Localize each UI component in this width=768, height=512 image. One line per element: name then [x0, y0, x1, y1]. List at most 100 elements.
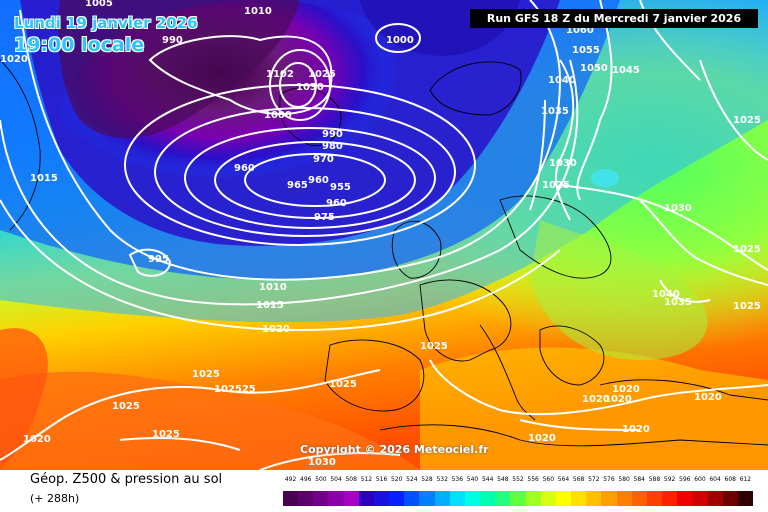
isobar-label: 1030 [308, 457, 336, 468]
isobar-label: 1005 [85, 0, 113, 9]
scale-value-label: 592 [663, 476, 676, 483]
scale-color-cell [601, 491, 618, 506]
scale-value-label: 556 [527, 476, 539, 483]
scale-value-label: 612 [739, 476, 752, 483]
isobar-1020-s [429, 359, 768, 416]
isobar-label: 990 [162, 35, 183, 46]
field-orange-sw [0, 371, 420, 470]
isobar-1035-east [659, 279, 711, 303]
scale-color-cell [540, 491, 557, 506]
isobar-label: 960 [234, 163, 255, 174]
isobar-label: 1015 [30, 173, 58, 184]
scale-color-cell [480, 491, 496, 506]
scale-value-label: 544 [481, 476, 494, 483]
scale-value-label: 536 [451, 476, 464, 483]
scale-value-label: 588 [648, 476, 661, 483]
scale-value-label: 532 [436, 476, 448, 483]
field-deep-low [58, 0, 301, 139]
isobar-975 [124, 84, 476, 246]
isobar-label: 1102 [266, 69, 294, 80]
isobar-label: 965 [287, 180, 308, 191]
isobar-955 [244, 153, 386, 207]
scale-color-cell [737, 491, 754, 506]
scale-value-label: 604 [709, 476, 721, 483]
scale-value-label: 504 [330, 476, 342, 483]
isobar-label: 1045 [612, 65, 640, 76]
isobar-1025-sw [0, 369, 381, 461]
isobar-label: 1015 [256, 300, 284, 311]
isobar-label: 1000 [264, 110, 292, 121]
isobar-1030-east [639, 199, 768, 286]
isobar-1010 [19, 0, 562, 281]
isobar-label: 980 [322, 141, 343, 152]
france-coast [419, 279, 512, 362]
isobar-label: 1020 [694, 392, 722, 403]
isobar-label: 970 [313, 154, 334, 165]
isobar-label: 1025 [329, 379, 357, 390]
color-scale-bar [283, 491, 754, 506]
isobar-label: 1000 [386, 35, 414, 46]
model-run-banner: Run GFS 18 Z du Mercredi 7 janvier 2026 [470, 9, 758, 28]
british-isles-coast [391, 220, 442, 279]
isobar-label: 1040 [652, 289, 680, 300]
scale-color-cell [631, 491, 648, 506]
field-green-east [530, 220, 708, 360]
scale-value-label: 584 [633, 476, 645, 483]
scale-color-cell [419, 491, 436, 506]
scale-value-label: 564 [557, 476, 570, 483]
isobar-label: 1020 [612, 384, 640, 395]
scale-color-cell [373, 491, 390, 506]
scale-color-cell [495, 491, 511, 506]
isobar-label: 975 [314, 212, 335, 223]
copyright-notice: Copyright © 2026 Meteociel.fr [300, 443, 489, 456]
scale-value-label: 608 [724, 476, 736, 483]
scale-color-cell [646, 491, 663, 506]
isobar-label: 1025 [308, 69, 336, 80]
scale-color-cell [692, 491, 708, 506]
field-cyan-blob [591, 169, 619, 187]
scale-color-cell [358, 491, 375, 506]
isobar-1040 [554, 59, 575, 221]
scale-value-label: 540 [466, 476, 479, 483]
scale-color-cell [616, 491, 633, 506]
isobar-995 [128, 248, 172, 277]
isobar-label: 1030 [296, 82, 324, 93]
scale-color-cell [510, 491, 527, 506]
scale-value-label: 520 [390, 476, 403, 483]
scale-value-label: 512 [360, 476, 373, 483]
scale-value-label: 496 [300, 476, 312, 483]
scale-value-label: 596 [679, 476, 691, 483]
isobar-label: 1025 [192, 369, 220, 380]
greenland-coast [0, 59, 41, 231]
isobar-1025-ne [699, 59, 768, 161]
scale-color-cell [298, 491, 314, 506]
scale-value-label: 492 [284, 476, 297, 483]
isobar-1020-sse [519, 419, 641, 431]
scale-color-cell [313, 491, 329, 506]
isobar-label: 1025 [152, 429, 180, 440]
isobar-1025-high [269, 49, 331, 121]
isobar-label: 1020 [23, 434, 51, 445]
isobars [0, 0, 768, 470]
isobar-label: 1010 [259, 282, 287, 293]
field-red-w [0, 328, 48, 470]
scale-value-label: 600 [694, 476, 706, 483]
isobar-label: 1020 [528, 433, 556, 444]
isobar-1030-high [279, 62, 317, 108]
forecast-date: Lundi 19 janvier 2026 [14, 14, 198, 32]
scale-color-cell [404, 491, 420, 506]
isobar-label: 990 [322, 129, 343, 140]
isobar-960 [214, 141, 416, 219]
isobar-1035 [529, 99, 546, 211]
isobar-label: 1020 [0, 54, 28, 65]
isobar-1000 [375, 23, 421, 53]
scale-color-cell [586, 491, 602, 506]
isobar-label: 1025 [733, 115, 761, 126]
forecast-lead: (+ 288h) [30, 492, 80, 505]
isobar-labels: 1005 1010 990 1000 1060 1055 1050 1045 1… [0, 0, 761, 468]
isobar-label: 1025 [733, 244, 761, 255]
isobar-970 [154, 107, 456, 237]
isobar-label: 1025 [542, 180, 570, 191]
isobar-label: 995 [148, 254, 169, 265]
